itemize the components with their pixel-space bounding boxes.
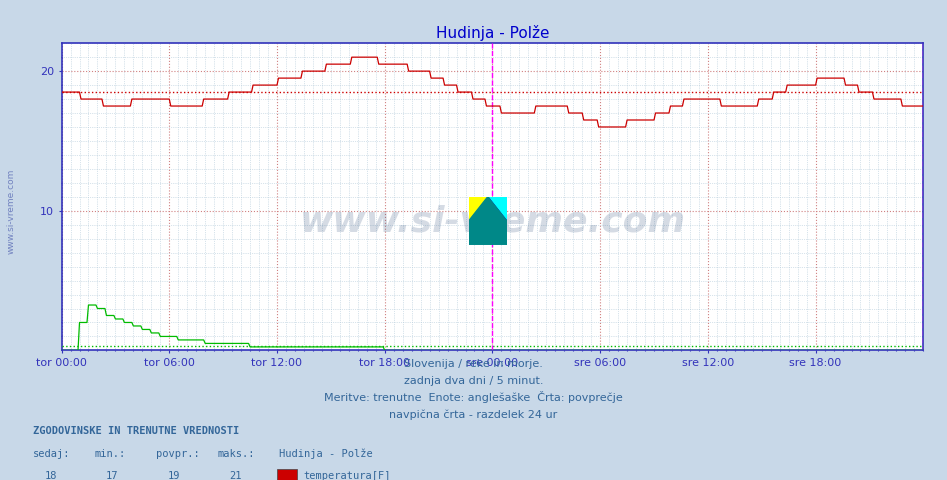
Text: 21: 21 <box>229 470 241 480</box>
Text: 19: 19 <box>168 470 180 480</box>
Text: Meritve: trenutne  Enote: anglešaške  Črta: povprečje: Meritve: trenutne Enote: anglešaške Črta… <box>324 391 623 403</box>
Text: zadnja dva dni / 5 minut.: zadnja dva dni / 5 minut. <box>403 376 544 386</box>
Text: temperatura[F]: temperatura[F] <box>303 470 390 480</box>
Polygon shape <box>488 197 507 221</box>
Text: maks.:: maks.: <box>218 449 256 459</box>
Text: Hudinja - Polže: Hudinja - Polže <box>279 449 373 459</box>
Text: 18: 18 <box>45 470 57 480</box>
Text: www.si-vreme.com: www.si-vreme.com <box>7 168 16 254</box>
Text: povpr.:: povpr.: <box>156 449 200 459</box>
Text: www.si-vreme.com: www.si-vreme.com <box>299 204 686 239</box>
Title: Hudinja - Polže: Hudinja - Polže <box>436 24 549 41</box>
Text: Slovenija / reke in morje.: Slovenija / reke in morje. <box>404 359 543 369</box>
Bar <box>469 197 488 221</box>
Text: ZGODOVINSKE IN TRENUTNE VREDNOSTI: ZGODOVINSKE IN TRENUTNE VREDNOSTI <box>33 426 240 436</box>
Text: navpična črta - razdelek 24 ur: navpična črta - razdelek 24 ur <box>389 409 558 420</box>
Polygon shape <box>488 197 507 245</box>
Text: min.:: min.: <box>95 449 126 459</box>
Text: 17: 17 <box>106 470 118 480</box>
Polygon shape <box>469 197 507 245</box>
Text: sedaj:: sedaj: <box>33 449 71 459</box>
